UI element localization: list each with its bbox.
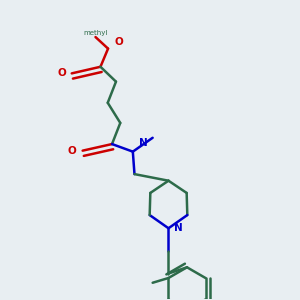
Text: O: O — [57, 68, 66, 78]
Text: methyl: methyl — [83, 30, 108, 36]
Text: N: N — [139, 138, 148, 148]
Text: O: O — [68, 146, 77, 156]
Text: O: O — [115, 37, 123, 47]
Text: N: N — [174, 223, 183, 233]
